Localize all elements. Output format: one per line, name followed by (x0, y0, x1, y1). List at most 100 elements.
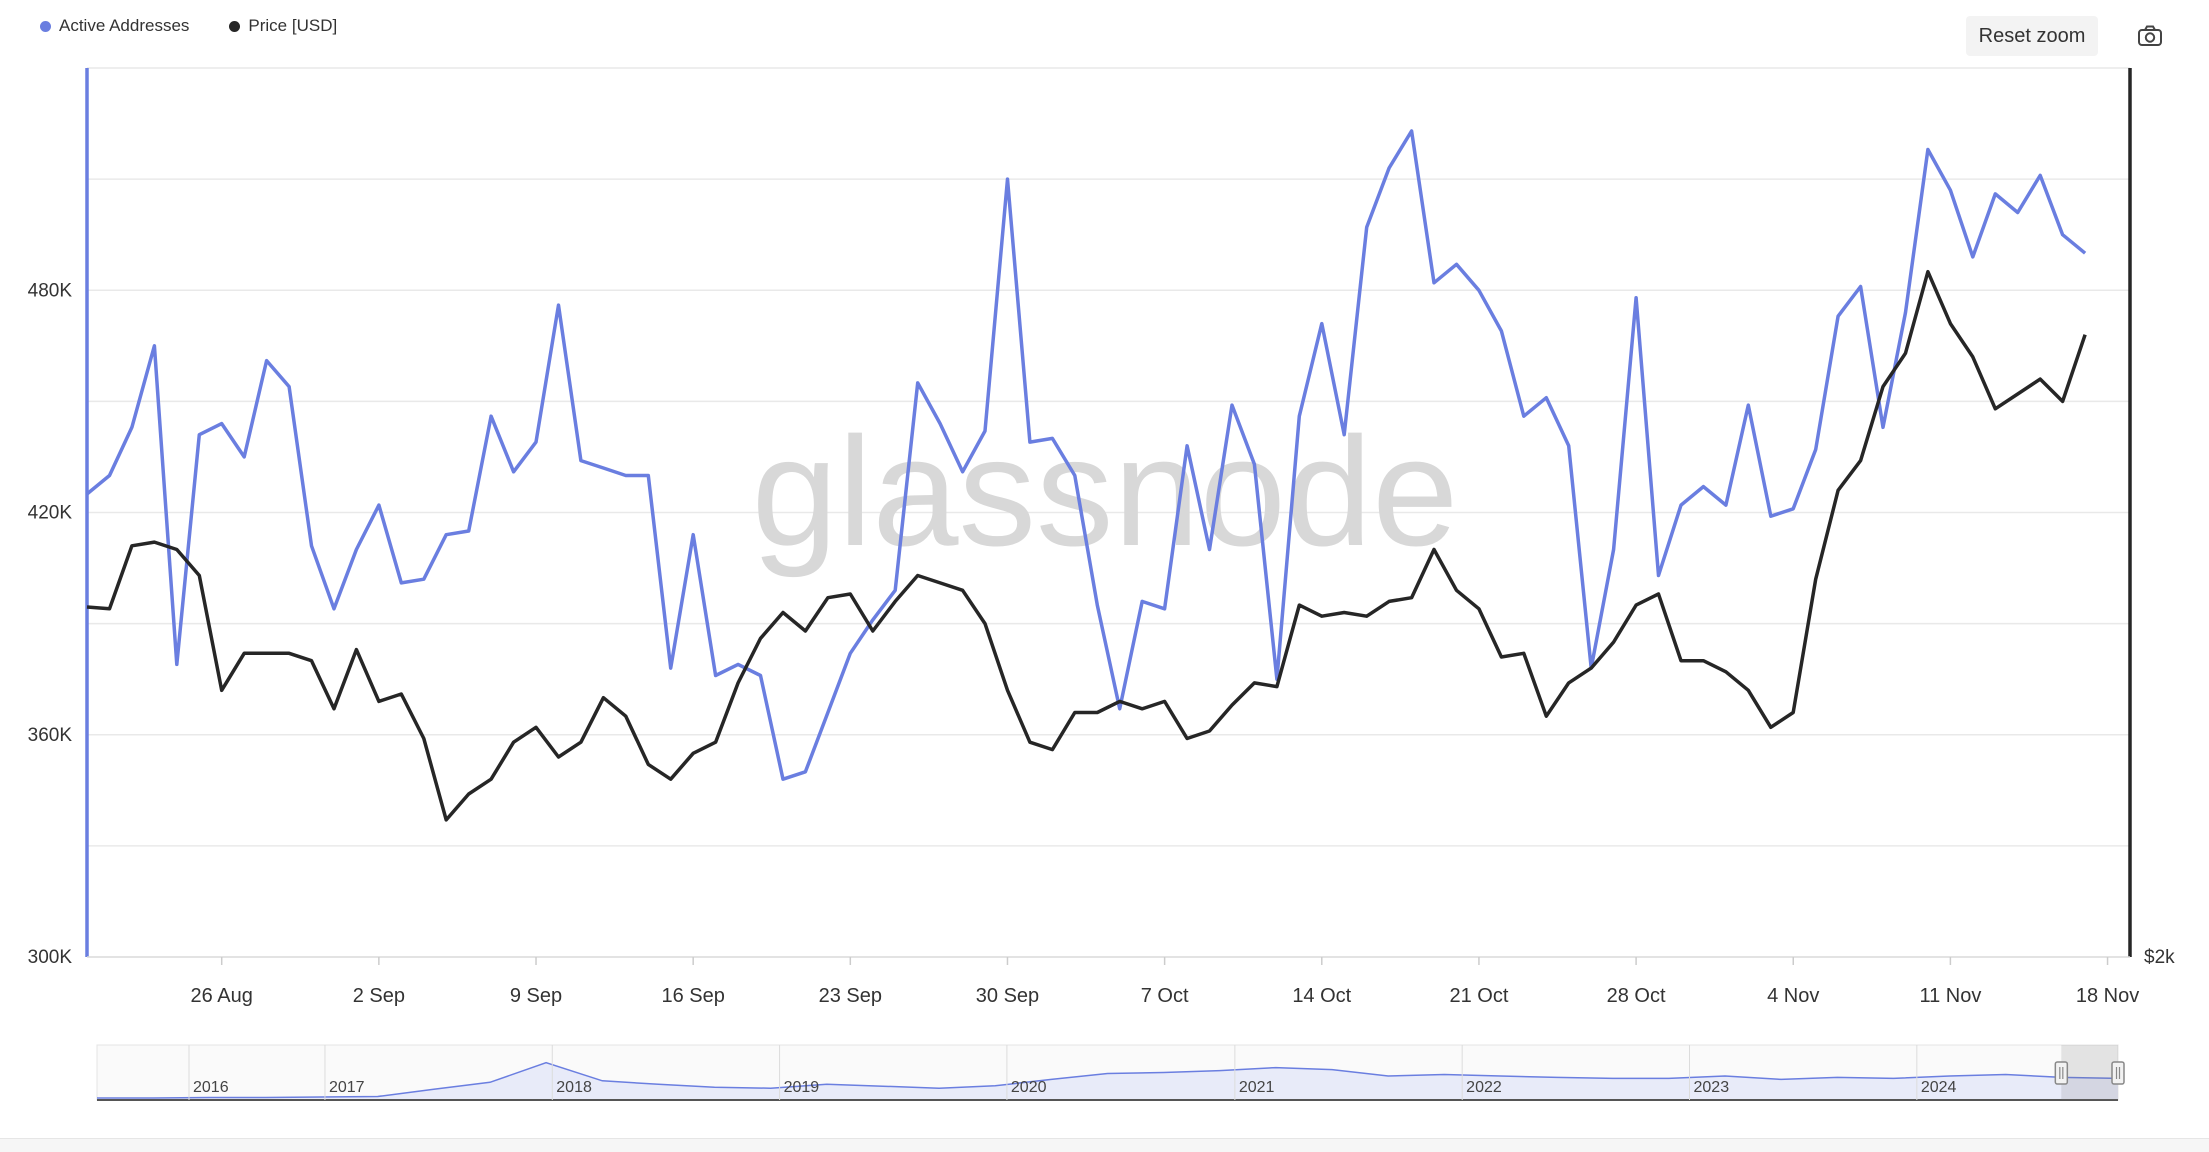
price-line-point (287, 651, 291, 655)
active-addresses-line-point (1814, 448, 1818, 452)
navigator-handle-left[interactable] (2054, 1061, 2069, 1085)
price-line-point (646, 762, 650, 766)
active-addresses-line-point (1634, 296, 1638, 300)
x-tick-label: 23 Sep (819, 985, 882, 1007)
active-addresses-line-point (332, 607, 336, 611)
active-addresses-line-point (1208, 548, 1212, 552)
active-addresses-line-point (1769, 514, 1773, 518)
price-line-point (85, 605, 89, 609)
axes: 300K 360K 420K 480K $2k 26 Aug 2 Sep 9 Sep 16 Se… (28, 68, 2175, 1007)
active-addresses-dot-icon (40, 20, 51, 32)
price-line-point (534, 725, 538, 729)
price-line-point (175, 548, 179, 552)
price-line-point (1118, 699, 1122, 703)
active-addresses-line-point (1230, 403, 1234, 407)
navigator-area (97, 1062, 2118, 1100)
active-addresses-line-point (736, 662, 740, 666)
active-addresses-line-point (1971, 255, 1975, 259)
x-tick-label: 11 Nov (1919, 985, 1981, 1007)
active-addresses-line-point (646, 473, 650, 477)
active-addresses-line-point (444, 533, 448, 537)
price-line-point (1387, 599, 1391, 603)
price-line-point (871, 629, 875, 633)
price-line-point (467, 792, 471, 796)
price-line-point (938, 581, 942, 585)
price-line-point (1859, 459, 1863, 463)
navigator-selection[interactable] (2061, 1045, 2118, 1100)
active-addresses-line-point (1544, 396, 1548, 400)
price-line-point (2083, 333, 2087, 337)
active-addresses-line-point (714, 673, 718, 677)
watermark: glassnode (752, 405, 1459, 578)
active-addresses-line-point (1387, 166, 1391, 170)
camera-icon[interactable] (2136, 22, 2164, 50)
active-addresses-line-point (826, 711, 830, 715)
price-line-point (422, 736, 426, 740)
active-addresses-line-point (691, 533, 695, 537)
reset-zoom-button[interactable]: Reset zoom (1966, 16, 2098, 56)
active-addresses-line-point (1140, 599, 1144, 603)
active-addresses-line-point (1477, 288, 1481, 292)
active-addresses-line-point (1522, 414, 1526, 418)
price-line-point (2038, 377, 2042, 381)
navigator-year-label: 2020 (1011, 1079, 1047, 1096)
active-addresses-line-point (512, 470, 516, 474)
price-line-point (1814, 577, 1818, 581)
price-line-point (1297, 603, 1301, 607)
price-line-point (1589, 666, 1593, 670)
active-addresses-line-point (1701, 485, 1705, 489)
y-tick-label: 360K (28, 725, 73, 746)
price-line-point (601, 696, 605, 700)
price-line-point (1769, 725, 1773, 729)
active-addresses-line-point (1993, 192, 1997, 196)
navigator-year-label: 2018 (556, 1079, 592, 1096)
active-addresses-line-point (1118, 707, 1122, 711)
price-line-point (265, 651, 269, 655)
price-line-point (1701, 659, 1705, 663)
legend-item-active-addresses[interactable]: Active Addresses (40, 16, 189, 36)
price-line-point (893, 599, 897, 603)
price-line[interactable] (86, 269, 2087, 822)
price-line-point (332, 707, 336, 711)
price-line-point (961, 588, 965, 592)
price-line-point (1791, 711, 1795, 715)
x-tick-label: 16 Sep (661, 985, 724, 1007)
price-line-point (354, 648, 358, 652)
active-addresses-line-point (534, 440, 538, 444)
active-addresses-line-point (85, 492, 89, 496)
price-line-point (624, 714, 628, 718)
y-tick-label: 420K (28, 503, 73, 524)
price-line-point (1477, 607, 1481, 611)
price-line-point (1140, 707, 1144, 711)
navigator-year-label: 2024 (1921, 1079, 1957, 1096)
price-line-point (714, 740, 718, 744)
navigator-year-label: 2023 (1694, 1079, 1730, 1096)
navigator-handle-right[interactable] (2111, 1061, 2125, 1085)
price-line-point (848, 592, 852, 596)
price-line-point (1612, 640, 1616, 644)
navigator-year-label: 2021 (1239, 1079, 1275, 1096)
active-addresses-line-point (1410, 129, 1414, 133)
active-addresses-line-point (1028, 440, 1032, 444)
active-addresses-line-point (556, 303, 560, 307)
price-line-point (107, 607, 111, 611)
price-line-point (983, 622, 987, 626)
active-addresses-line-point (399, 581, 403, 585)
navigator[interactable]: 2016 2017 2018 2019 2020 2021 2022 2023 2024 (96, 1044, 2125, 1101)
active-addresses-line-point (1612, 548, 1616, 552)
legend-item-price[interactable]: Price [USD] (229, 16, 337, 36)
price-line-point (1544, 714, 1548, 718)
navigator-line (97, 1061, 2119, 1099)
price-dot-icon (229, 20, 241, 32)
price-line-point (2016, 392, 2020, 396)
active-addresses-line-point (310, 544, 314, 548)
active-addresses-line[interactable] (85, 129, 2087, 781)
active-addresses-line-point (1948, 188, 1952, 192)
legend-label-price: Price [USD] (248, 16, 338, 35)
x-tick-label: 9 Sep (510, 985, 562, 1007)
price-line-point (1499, 655, 1503, 659)
active-addresses-line-point (961, 470, 965, 474)
price-line-point (399, 692, 403, 696)
price-line-point (1185, 736, 1189, 740)
